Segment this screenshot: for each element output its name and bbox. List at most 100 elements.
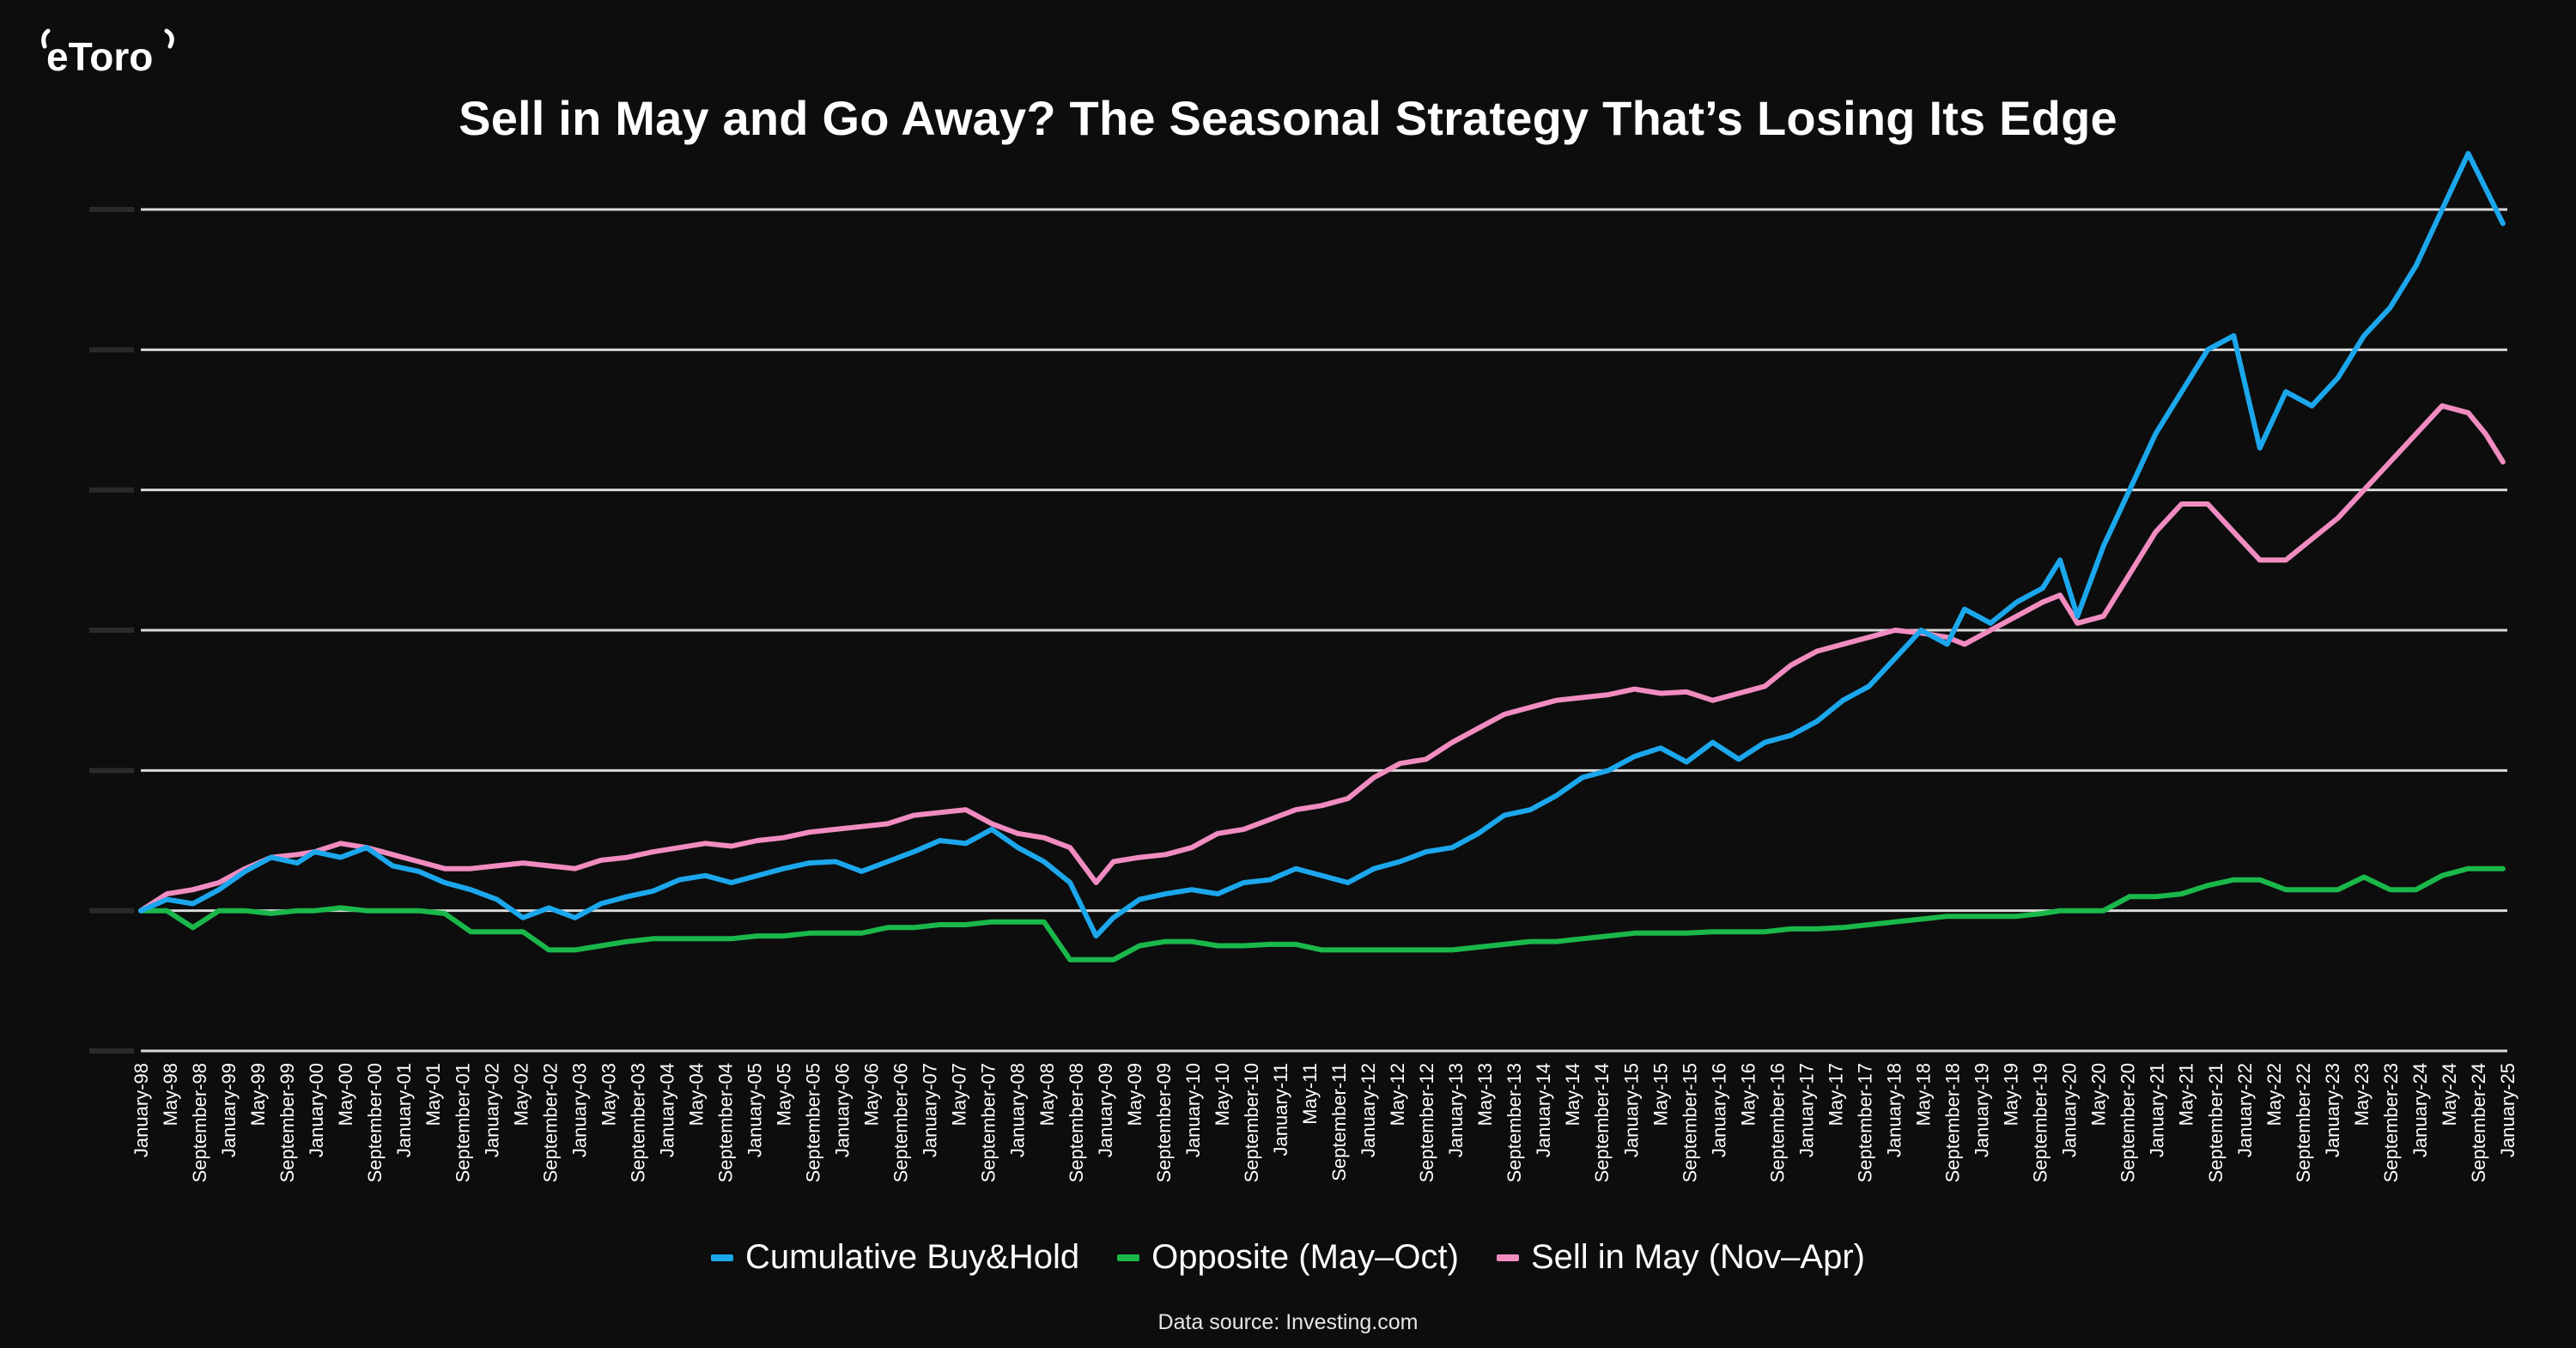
x-tick-label: May-18	[1913, 1063, 1935, 1126]
x-tick-label: January-17	[1795, 1063, 1817, 1157]
data-source: Data source: Investing.com	[1157, 1310, 1419, 1334]
legend-swatch-sell-in-may	[1496, 1254, 1519, 1261]
x-tick-label: May-16	[1737, 1063, 1759, 1126]
etoro-logo: eToro	[41, 28, 174, 79]
x-tick-label: January-23	[2322, 1063, 2343, 1157]
x-tick-label: May-07	[949, 1063, 970, 1126]
svg-text:eToro: eToro	[46, 34, 153, 79]
x-tick-label: May-08	[1036, 1063, 1058, 1126]
x-tick-label: September-17	[1854, 1063, 1875, 1182]
x-tick-label: January-19	[1971, 1063, 1993, 1157]
x-tick-label: January-15	[1620, 1063, 1642, 1157]
x-tick-label: January-24	[2409, 1063, 2431, 1157]
page-title: Sell in May and Go Away? The Seasonal St…	[459, 91, 2117, 145]
x-tick-label: January-05	[744, 1063, 766, 1157]
x-tick-label: January-22	[2234, 1063, 2256, 1157]
x-tick-label: January-18	[1883, 1063, 1905, 1157]
x-tick-label: September-20	[2117, 1063, 2139, 1182]
x-tick-label: September-07	[978, 1063, 999, 1182]
x-tick-label: January-12	[1358, 1063, 1379, 1157]
x-tick-label: May-17	[1825, 1063, 1846, 1126]
legend-label-sell-in-may: Sell in May (Nov–Apr)	[1530, 1238, 1865, 1276]
legend-swatch-buy-hold	[711, 1254, 734, 1261]
x-tick-label: September-01	[452, 1063, 473, 1182]
x-tick-label: September-21	[2205, 1063, 2227, 1182]
x-tick-label: September-02	[539, 1063, 561, 1182]
legend-item-opposite: Opposite (May–Oct)	[1117, 1238, 1459, 1277]
x-tick-label: January-21	[2147, 1063, 2168, 1157]
x-tick-label: January-11	[1270, 1063, 1291, 1156]
x-tick-label: May-03	[598, 1063, 619, 1126]
x-tick-label: September-00	[364, 1063, 386, 1182]
x-tick-label: January-98	[131, 1063, 152, 1157]
x-tick-label: May-23	[2351, 1063, 2372, 1126]
x-tick-label: September-13	[1504, 1063, 1525, 1182]
x-tick-label: May-05	[774, 1063, 795, 1126]
legend-label-opposite: Opposite (May–Oct)	[1151, 1238, 1459, 1276]
x-tick-label: January-02	[481, 1063, 502, 1157]
y-axis-ticks	[89, 207, 134, 1054]
x-tick-label: January-08	[1007, 1063, 1029, 1157]
x-tick-label: September-10	[1241, 1063, 1262, 1182]
x-tick-label: September-12	[1416, 1063, 1437, 1182]
x-tick-label: May-10	[1212, 1063, 1233, 1126]
x-tick-label: May-22	[2263, 1063, 2285, 1126]
x-tick-label: September-06	[890, 1063, 912, 1182]
x-tick-label: September-08	[1066, 1063, 1087, 1182]
x-tick-label: May-24	[2439, 1063, 2460, 1126]
x-tick-label: September-18	[1942, 1063, 1964, 1182]
x-tick-label: January-01	[393, 1063, 415, 1157]
x-tick-label: September-03	[627, 1063, 648, 1182]
x-tick-label: May-01	[422, 1063, 444, 1126]
x-tick-label: September-19	[2030, 1063, 2051, 1182]
x-tick-label: May-13	[1474, 1063, 1496, 1126]
x-tick-label: September-04	[714, 1063, 736, 1182]
x-tick-label: September-11	[1328, 1063, 1350, 1181]
x-tick-label: January-16	[1708, 1063, 1729, 1157]
x-tick-label: September-16	[1766, 1063, 1788, 1182]
x-tick-label: May-21	[2176, 1063, 2197, 1126]
x-tick-label: May-11	[1299, 1063, 1321, 1125]
x-tick-label: January-99	[218, 1063, 240, 1157]
x-tick-label: May-99	[247, 1063, 269, 1126]
legend-swatch-opposite	[1117, 1254, 1140, 1261]
gridlines	[141, 208, 2507, 1053]
x-tick-label: September-22	[2293, 1063, 2314, 1182]
x-tick-label: January-00	[306, 1063, 327, 1157]
x-tick-label: January-25	[2497, 1063, 2518, 1157]
series-line-opposite	[138, 865, 2506, 962]
x-tick-label: May-06	[861, 1063, 883, 1126]
x-tick-label: September-05	[803, 1063, 824, 1182]
x-tick-label: January-04	[656, 1063, 677, 1157]
x-tick-label: January-14	[1533, 1063, 1554, 1157]
x-tick-label: January-10	[1182, 1063, 1204, 1157]
series-line-buy-hold	[138, 150, 2506, 939]
x-tick-label: January-13	[1445, 1063, 1467, 1157]
x-tick-label: January-03	[568, 1063, 590, 1157]
x-tick-label: May-20	[2088, 1063, 2110, 1126]
x-tick-label: January-09	[1095, 1063, 1116, 1157]
x-tick-label: September-99	[276, 1063, 298, 1182]
x-tick-label: September-09	[1153, 1063, 1175, 1182]
x-tick-label: May-00	[335, 1063, 356, 1126]
legend-item-buy-hold: Cumulative Buy&Hold	[711, 1238, 1079, 1277]
series-lines	[138, 150, 2506, 962]
x-tick-label: January-07	[920, 1063, 941, 1157]
x-tick-label: September-15	[1679, 1063, 1700, 1182]
x-tick-label: May-15	[1649, 1063, 1671, 1126]
x-tick-label: May-04	[685, 1063, 707, 1126]
legend-item-sell-in-may: Sell in May (Nov–Apr)	[1496, 1238, 1865, 1277]
legend: Cumulative Buy&Hold Opposite (May–Oct) S…	[0, 1238, 2576, 1277]
x-tick-label: May-12	[1387, 1063, 1408, 1126]
x-tick-label: September-98	[189, 1063, 210, 1182]
x-tick-label: May-09	[1124, 1063, 1145, 1126]
legend-label-buy-hold: Cumulative Buy&Hold	[745, 1238, 1080, 1276]
x-tick-label: May-14	[1562, 1063, 1583, 1126]
series-line-sell-in-may	[138, 403, 2506, 914]
x-tick-label: September-23	[2380, 1063, 2402, 1182]
x-tick-label: September-14	[1591, 1063, 1613, 1182]
x-axis-tick-labels: January-98 May-98 September-98 January-99 Ma…	[131, 1063, 2518, 1182]
x-tick-label: May-19	[2001, 1063, 2022, 1126]
x-tick-label: January-20	[2059, 1063, 2081, 1157]
